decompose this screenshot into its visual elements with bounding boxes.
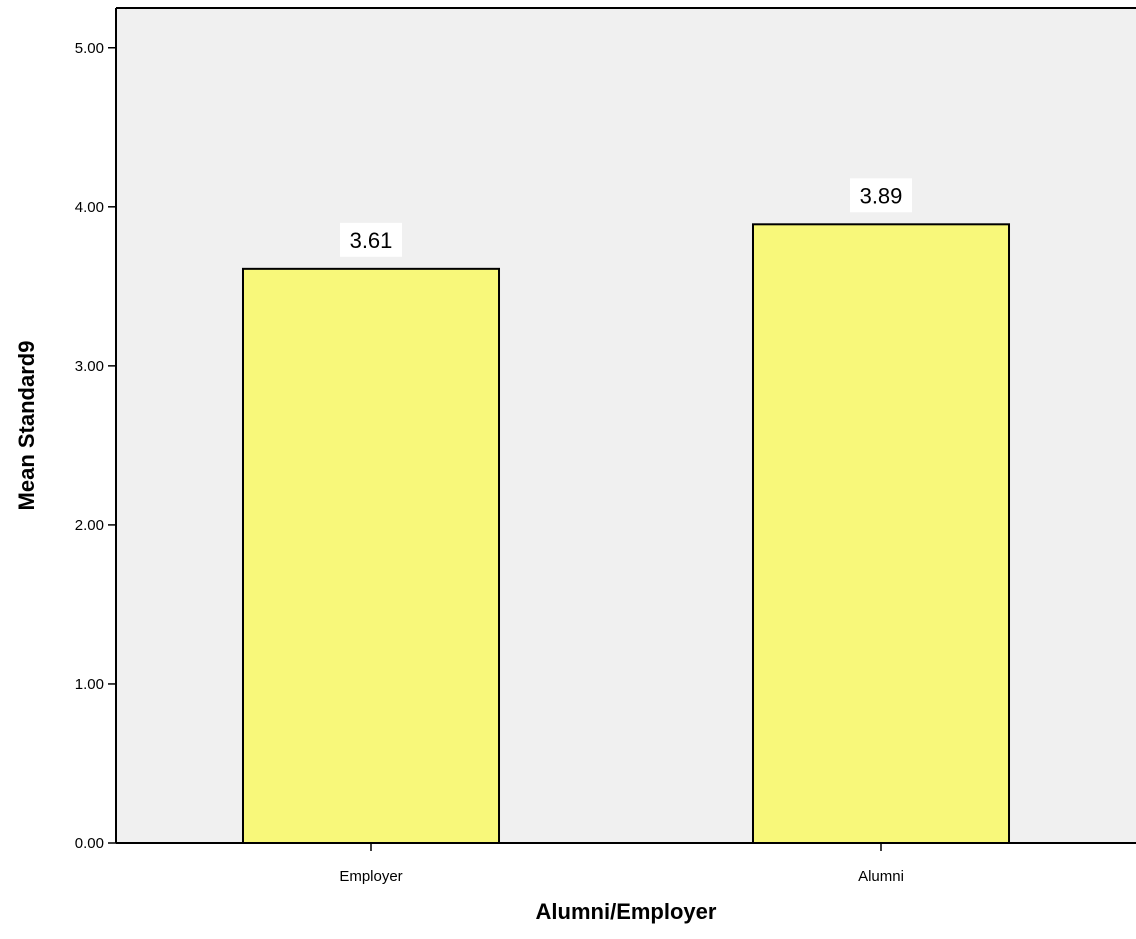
y-tick-label: 5.00 — [75, 40, 104, 57]
bars — [241, 223, 1011, 845]
data-label-box — [850, 178, 912, 213]
x-tick-label: Alumni — [858, 868, 904, 885]
bar-employer — [241, 267, 501, 845]
x-axis-title: Alumni/Employer — [536, 899, 717, 924]
data-label-box — [340, 222, 402, 257]
y-tick-label: 0.00 — [75, 835, 104, 852]
y-axis-title: Mean Standard9 — [14, 341, 39, 511]
data-labels: 3.61 3.89 — [340, 178, 912, 257]
x-tick-label: Employer — [339, 868, 402, 885]
y-tick-label: 1.00 — [75, 676, 104, 693]
x-axis-ticks: Employer Alumni — [339, 843, 904, 885]
bar-alumni — [751, 223, 1011, 845]
y-tick-label: 2.00 — [75, 517, 104, 534]
y-axis-ticks: 0.00 1.00 2.00 3.00 4.00 5.00 — [75, 40, 116, 852]
y-tick-label: 3.00 — [75, 358, 104, 375]
data-label: 3.61 — [350, 228, 393, 253]
data-label: 3.89 — [860, 183, 903, 208]
y-tick-label: 4.00 — [75, 199, 104, 216]
